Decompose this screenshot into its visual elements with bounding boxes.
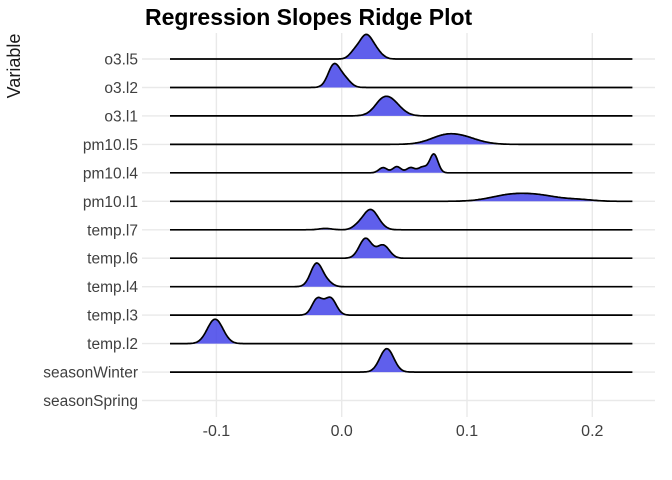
chart-title: Regression Slopes Ridge Plot xyxy=(145,4,473,30)
row-label-temp.l4: temp.l4 xyxy=(87,279,138,296)
x-tick-label: 0.2 xyxy=(581,423,603,440)
row-label-temp.l2: temp.l2 xyxy=(87,336,138,353)
y-axis-title: Variable xyxy=(4,34,24,99)
row-label-o3.l1: o3.l1 xyxy=(104,108,138,125)
x-tick-label: -0.1 xyxy=(203,423,231,440)
row-label-temp.l6: temp.l6 xyxy=(87,251,138,268)
gridlines xyxy=(142,33,655,417)
x-tick-label: 0.0 xyxy=(331,423,353,440)
ridge-o3.l1 xyxy=(170,95,633,117)
ridge-o3.l2 xyxy=(170,62,633,89)
ridge-temp.l7 xyxy=(170,208,633,231)
row-label-temp.l7: temp.l7 xyxy=(87,222,138,239)
row-label-o3.l5: o3.l5 xyxy=(104,52,138,69)
x-tick-label: 0.1 xyxy=(456,423,478,440)
ridge-o3.l5 xyxy=(170,33,633,60)
x-axis-tick-labels: -0.1 0.0 0.1 0.2 xyxy=(203,423,604,440)
ridge-pm10.l1 xyxy=(170,192,633,203)
row-label-pm10.l5: pm10.l5 xyxy=(83,137,138,154)
row-label-temp.l3: temp.l3 xyxy=(87,308,138,325)
row-label-pm10.l4: pm10.l4 xyxy=(83,165,139,182)
density-ridges xyxy=(170,33,633,373)
ridge-pm10.l4 xyxy=(170,153,633,174)
ridge-temp.l4 xyxy=(170,262,633,288)
row-label-o3.l2: o3.l2 xyxy=(104,80,138,97)
row-label-pm10.l1: pm10.l1 xyxy=(83,194,138,211)
y-axis-labels: o3.l5 o3.l2 o3.l1 pm10.l5 pm10.l4 pm10.l1 temp… xyxy=(43,52,138,411)
row-label-seasonWinter: seasonWinter xyxy=(43,365,138,382)
ridge-temp.l3 xyxy=(170,296,633,316)
row-label-seasonSpring: seasonSpring xyxy=(43,393,138,410)
ridge-seasonWinter xyxy=(170,347,633,373)
ridge-temp.l6 xyxy=(170,237,633,260)
ridge-pm10.l5 xyxy=(170,132,633,146)
ridge-temp.l2 xyxy=(170,318,633,345)
